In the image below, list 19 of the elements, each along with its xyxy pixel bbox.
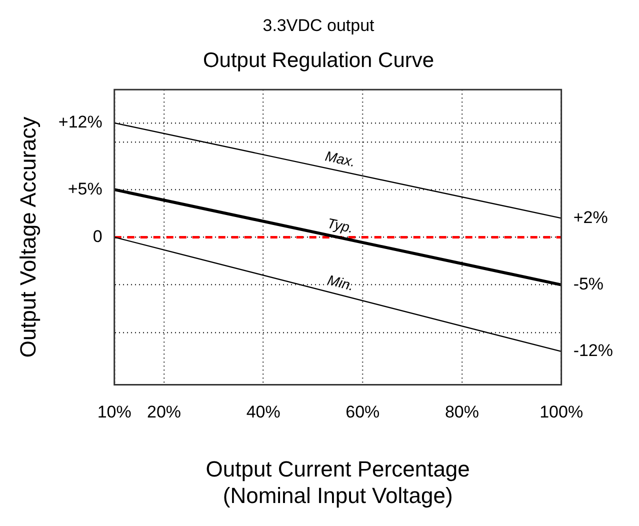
text: Min. — [326, 272, 356, 294]
x-tick-label: 80% — [444, 402, 480, 422]
x-tick-label: 10% — [97, 402, 132, 422]
x-tick-label: 40% — [246, 402, 280, 422]
y-tick-label: +12% — [58, 112, 102, 132]
chart-title: 3.3VDC output — [262, 16, 375, 35]
y-tick-label: +5% — [68, 179, 102, 198]
x-tick-label: 60% — [346, 402, 380, 422]
text: Typ. — [326, 214, 355, 236]
x-tick-label: 100% — [540, 402, 584, 422]
y-axis-title: Output Voltage Accuracy — [15, 116, 40, 358]
chart-subtitle: Output Regulation Curve — [202, 48, 434, 72]
y2-tick-label: +2% — [573, 208, 608, 227]
x-tick-label: 20% — [147, 402, 182, 422]
text: Max. — [324, 148, 357, 170]
y2-tick-label: -5% — [573, 274, 604, 294]
y-tick-label: 0 — [92, 226, 102, 246]
x-axis-title: Output Current Percentage (Nominal Input Voltage) — [206, 456, 470, 508]
y2-tick-label: -12% — [573, 341, 613, 360]
